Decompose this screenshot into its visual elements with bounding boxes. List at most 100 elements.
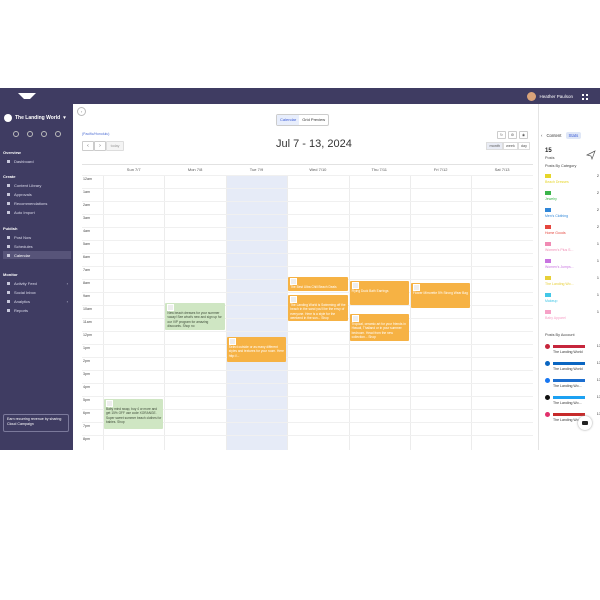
sidebar-item-social-inbox[interactable]: Social Inbox [3, 288, 71, 296]
category-item[interactable]: 1 Women's Plus S... [545, 242, 599, 256]
sidebar-item-auto-import[interactable]: Auto Import [3, 208, 71, 216]
account-item[interactable]: 13 The Landing Wo... [545, 395, 600, 411]
rocket-icon[interactable] [13, 131, 19, 137]
category-item[interactable]: 1 The Landing Wo... [545, 276, 599, 290]
sidebar-item-content-library[interactable]: Content Library [3, 181, 71, 189]
post-thumbnail-icon [290, 296, 298, 303]
category-name: Home Goods [545, 231, 566, 235]
chart-icon [7, 299, 10, 303]
chevron-left-icon[interactable]: ‹ [541, 133, 543, 138]
category-name: Women's Plus S... [545, 248, 574, 252]
hour-row [82, 370, 533, 371]
refresh-icon[interactable]: ↻ [497, 131, 506, 139]
category-item[interactable]: 1 Women's Jumps... [545, 259, 599, 273]
post-thumbnail-icon [106, 400, 113, 407]
day-column[interactable] [225, 175, 289, 450]
account-item[interactable]: 13 The Landing World [545, 361, 600, 377]
view-month-button[interactable]: month [486, 142, 503, 150]
posts-count: 15 [545, 148, 552, 154]
import-icon [7, 210, 10, 214]
clock-icon [7, 244, 10, 248]
lightbulb-icon[interactable] [27, 131, 33, 137]
view-week-button[interactable]: week [503, 142, 518, 150]
hour-row [82, 253, 533, 254]
top-bar: Heather Paulson [0, 88, 600, 104]
prev-week-button[interactable]: ‹ [82, 141, 94, 151]
category-swatch [545, 225, 551, 229]
sidebar-item-reports[interactable]: Reports [3, 306, 71, 314]
calendar-event[interactable]: Tropical, ceramic art for your friends i… [349, 314, 409, 341]
sidebar-item-calendar[interactable]: Calendar [3, 251, 71, 259]
category-count: 2 [596, 208, 599, 212]
account-count: 13 [596, 378, 600, 382]
hour-label: 6am [83, 255, 90, 259]
account-item[interactable]: 13 The Landing Wo... [545, 378, 600, 394]
gear-icon[interactable]: ⚙ [508, 131, 517, 139]
day-column[interactable] [410, 175, 472, 450]
check-icon [7, 192, 10, 196]
timezone-link[interactable]: (Pacific/Honolulu) [82, 132, 110, 136]
category-swatch [545, 208, 551, 212]
day-column[interactable] [471, 175, 533, 450]
sidebar-item-label: Reports [14, 307, 29, 313]
category-item[interactable]: 2 Home Goods [545, 225, 599, 239]
category-item[interactable]: 2 Jewelry [545, 191, 599, 205]
calendar-event[interactable]: Select outside or as many different styl… [226, 337, 287, 362]
account-item[interactable]: 13 The Landing Wo... [545, 412, 600, 428]
chat-launcher-button[interactable] [578, 416, 592, 430]
app-logo-icon[interactable] [18, 93, 36, 99]
chevron-right-icon: › [66, 280, 68, 286]
apps-grid-icon[interactable] [582, 93, 588, 100]
hour-row [82, 331, 533, 332]
social-network-icon [545, 361, 550, 366]
tab-grid-preview[interactable]: Grid Preview [302, 117, 326, 122]
tab-stats[interactable]: Stats [565, 132, 582, 139]
sidebar-item-analytics[interactable]: Analytics › [3, 297, 71, 305]
tab-calendar[interactable]: Calendar [277, 115, 300, 125]
calendar-event[interactable]: Flower Mirrorette 5% Strong Wear Bag [411, 283, 471, 308]
promo-card[interactable]: Earn recurring revenue by sharing Cloud … [3, 414, 69, 432]
eye-icon[interactable]: ◉ [519, 131, 528, 139]
sidebar-item-schedules[interactable]: Schedules [3, 242, 71, 250]
collapse-sidebar-button[interactable]: ‹ [77, 107, 86, 116]
account-item[interactable]: 13 The Landing World [545, 344, 600, 360]
inbox-icon [7, 290, 10, 294]
calendar-event[interactable]: Baby mind swap, buy 4 or more and get 15… [104, 399, 164, 429]
day-column[interactable] [287, 175, 349, 450]
stats-panel: ‹ Content Stats 15 Posts Posts By Catego… [538, 104, 600, 450]
hour-label: 4pm [83, 385, 90, 389]
next-week-button[interactable]: › [94, 141, 106, 151]
category-item[interactable]: 1 Makeup [545, 293, 599, 307]
user-icon[interactable] [41, 131, 47, 137]
gear-icon[interactable] [55, 131, 61, 137]
hour-label: 7am [83, 268, 90, 272]
sidebar-item-label: Post Now [14, 234, 32, 240]
sidebar-item-dashboard[interactable]: Dashboard [3, 157, 71, 165]
category-name: Makeup [545, 299, 558, 303]
calendar-event[interactable]: New beach dresses for your summer vacay!… [165, 303, 225, 330]
post-thumbnail-icon [290, 278, 298, 285]
category-swatch [545, 293, 551, 297]
day-column[interactable] [103, 175, 165, 450]
calendar-event[interactable]: The Landing World is Swimming off the be… [288, 295, 348, 321]
category-item[interactable]: 2 Beach Dresses [545, 174, 599, 188]
sidebar-item-approvals[interactable]: Approvals [3, 190, 71, 198]
account-name: The Landing Wo... [553, 384, 582, 388]
view-switcher: month week day [486, 142, 530, 150]
calendar-event[interactable]: The Best Ultra Chill Beach Deals [288, 277, 348, 291]
user-menu[interactable]: Heather Paulson [527, 91, 588, 102]
calendar-event[interactable]: Flying Duck Bath Earrings [349, 281, 409, 305]
day-column[interactable] [348, 175, 411, 450]
view-day-button[interactable]: day [517, 142, 530, 150]
workspace-switcher[interactable]: The Landing World ▾ [4, 114, 66, 122]
sidebar-item-activity-feed[interactable]: Activity Feed › [3, 279, 71, 287]
event-text: Tropical, ceramic art for your friends i… [351, 322, 406, 339]
day-column[interactable] [164, 175, 226, 450]
category-item[interactable]: 1 Baby Apparel [545, 310, 599, 324]
tab-content[interactable]: Content [546, 133, 562, 138]
sidebar-item-post-now[interactable]: Post Now [3, 233, 71, 241]
today-button[interactable]: today [106, 141, 124, 151]
app-window: Heather Paulson The Landing World ▾ Over… [0, 88, 600, 450]
category-item[interactable]: 2 Men's Clothing [545, 208, 599, 222]
sidebar-item-recommendations[interactable]: Recommendations [3, 199, 71, 207]
